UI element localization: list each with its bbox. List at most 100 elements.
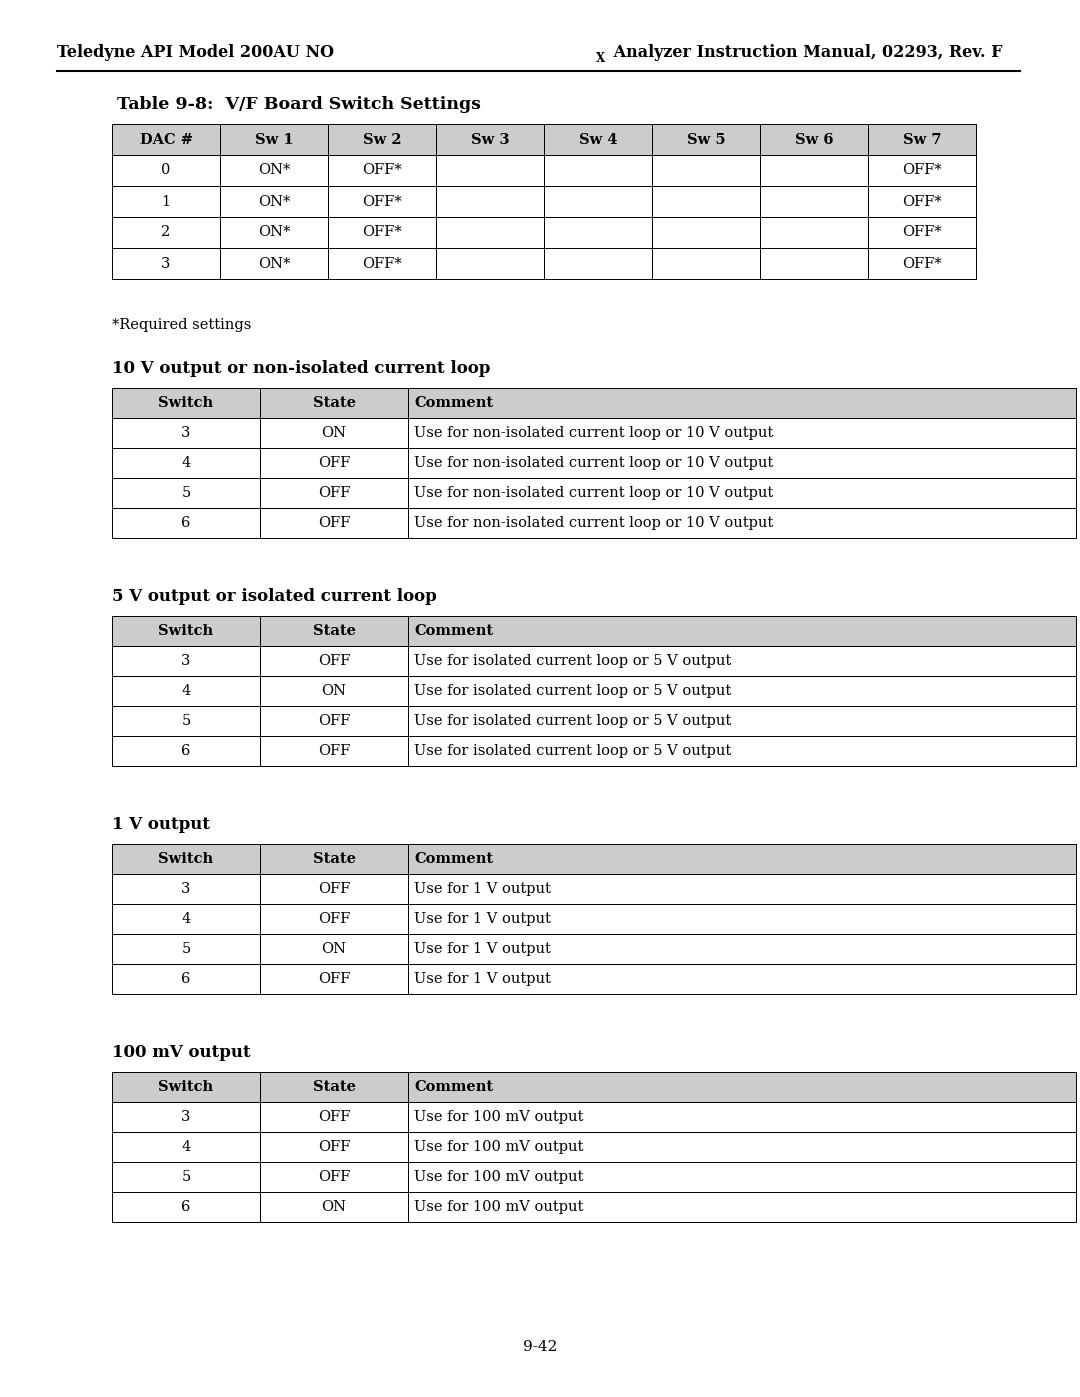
Text: 5: 5 <box>181 942 191 956</box>
Text: 3: 3 <box>181 654 191 668</box>
Text: 1: 1 <box>161 194 171 208</box>
Bar <box>220 249 328 279</box>
Text: Sw 2: Sw 2 <box>363 133 402 147</box>
Text: OFF*: OFF* <box>362 225 402 239</box>
Text: OFF*: OFF* <box>362 257 402 271</box>
Bar <box>408 418 1076 448</box>
Text: Use for 100 mV output: Use for 100 mV output <box>414 1111 583 1125</box>
Bar <box>328 249 436 279</box>
Bar <box>868 217 976 249</box>
Text: Comment: Comment <box>414 1080 494 1094</box>
Text: OFF: OFF <box>318 515 350 529</box>
Text: ON*: ON* <box>258 257 291 271</box>
Bar <box>260 478 408 509</box>
Text: OFF: OFF <box>318 455 350 469</box>
Bar <box>112 1162 260 1192</box>
Text: Comment: Comment <box>414 852 494 866</box>
Bar <box>760 155 868 186</box>
Text: Use for non-isolated current loop or 10 V output: Use for non-isolated current loop or 10 … <box>414 455 773 469</box>
Text: Comment: Comment <box>414 624 494 638</box>
Text: Use for 100 mV output: Use for 100 mV output <box>414 1140 583 1154</box>
Text: 1 V output: 1 V output <box>112 816 210 833</box>
Text: 3: 3 <box>161 257 171 271</box>
Bar <box>260 844 408 875</box>
Bar <box>408 1192 1076 1222</box>
Text: Switch: Switch <box>159 852 214 866</box>
Text: 5: 5 <box>181 714 191 728</box>
Text: 5 V output or isolated current loop: 5 V output or isolated current loop <box>112 588 436 605</box>
Bar <box>544 155 652 186</box>
Bar <box>260 964 408 995</box>
Bar <box>408 935 1076 964</box>
Bar <box>112 1192 260 1222</box>
Bar <box>408 676 1076 705</box>
Text: ON*: ON* <box>258 194 291 208</box>
Text: Use for isolated current loop or 5 V output: Use for isolated current loop or 5 V out… <box>414 654 731 668</box>
Bar <box>544 124 652 155</box>
Text: Use for 1 V output: Use for 1 V output <box>414 942 551 956</box>
Bar <box>112 186 220 217</box>
Bar <box>260 676 408 705</box>
Bar <box>112 478 260 509</box>
Bar <box>112 875 260 904</box>
Bar <box>760 249 868 279</box>
Bar <box>408 1162 1076 1192</box>
Text: Sw 5: Sw 5 <box>687 133 726 147</box>
Text: Use for non-isolated current loop or 10 V output: Use for non-isolated current loop or 10 … <box>414 426 773 440</box>
Text: Use for 1 V output: Use for 1 V output <box>414 882 551 895</box>
Text: 100 mV output: 100 mV output <box>112 1044 251 1060</box>
Bar <box>408 844 1076 875</box>
Text: Sw 3: Sw 3 <box>471 133 510 147</box>
Bar <box>112 705 260 736</box>
Bar <box>408 1071 1076 1102</box>
Text: OFF*: OFF* <box>902 163 942 177</box>
Text: State: State <box>312 1080 355 1094</box>
Bar <box>260 904 408 935</box>
Text: ON*: ON* <box>258 225 291 239</box>
Bar <box>544 186 652 217</box>
Bar <box>112 1071 260 1102</box>
Text: 9-42: 9-42 <box>523 1340 557 1354</box>
Bar <box>260 616 408 645</box>
Bar <box>868 155 976 186</box>
Text: 3: 3 <box>181 882 191 895</box>
Text: Analyzer Instruction Manual, 02293, Rev. F: Analyzer Instruction Manual, 02293, Rev.… <box>608 43 1002 61</box>
Bar <box>260 875 408 904</box>
Bar <box>436 217 544 249</box>
Bar <box>260 1102 408 1132</box>
Bar <box>652 186 760 217</box>
Bar <box>112 964 260 995</box>
Bar <box>408 616 1076 645</box>
Bar <box>112 1132 260 1162</box>
Text: OFF: OFF <box>318 1111 350 1125</box>
Bar <box>260 705 408 736</box>
Text: 3: 3 <box>181 1111 191 1125</box>
Bar <box>408 388 1076 418</box>
Bar <box>328 124 436 155</box>
Text: 6: 6 <box>181 972 191 986</box>
Bar <box>408 509 1076 538</box>
Bar <box>408 448 1076 478</box>
Bar <box>436 124 544 155</box>
Bar <box>408 1102 1076 1132</box>
Text: Switch: Switch <box>159 1080 214 1094</box>
Text: 6: 6 <box>181 515 191 529</box>
Text: OFF: OFF <box>318 714 350 728</box>
Bar <box>260 1162 408 1192</box>
Text: OFF: OFF <box>318 912 350 926</box>
Bar <box>112 249 220 279</box>
Text: Sw 1: Sw 1 <box>255 133 294 147</box>
Text: 10 V output or non-isolated current loop: 10 V output or non-isolated current loop <box>112 360 490 377</box>
Text: Sw 4: Sw 4 <box>579 133 618 147</box>
Bar <box>408 705 1076 736</box>
Text: OFF*: OFF* <box>902 225 942 239</box>
Bar <box>408 1132 1076 1162</box>
Text: Use for 1 V output: Use for 1 V output <box>414 912 551 926</box>
Bar <box>220 186 328 217</box>
Bar <box>220 155 328 186</box>
Bar <box>112 388 260 418</box>
Text: Comment: Comment <box>414 395 494 409</box>
Bar <box>112 904 260 935</box>
Bar <box>328 217 436 249</box>
Bar <box>260 448 408 478</box>
